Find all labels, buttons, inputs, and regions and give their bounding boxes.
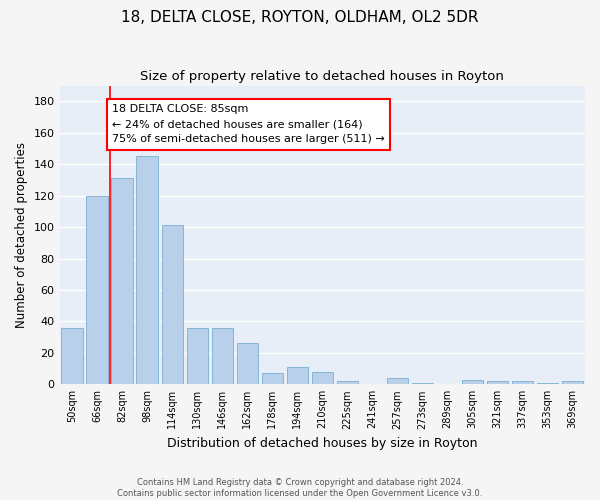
Bar: [212, 328, 233, 384]
Text: 18, DELTA CLOSE, ROYTON, OLDHAM, OL2 5DR: 18, DELTA CLOSE, ROYTON, OLDHAM, OL2 5DR: [121, 10, 479, 25]
Bar: [236, 344, 258, 384]
Bar: [262, 374, 283, 384]
Title: Size of property relative to detached houses in Royton: Size of property relative to detached ho…: [140, 70, 504, 83]
Bar: [512, 381, 533, 384]
Bar: [61, 328, 83, 384]
Text: 18 DELTA CLOSE: 85sqm
← 24% of detached houses are smaller (164)
75% of semi-det: 18 DELTA CLOSE: 85sqm ← 24% of detached …: [112, 104, 385, 144]
Text: Contains HM Land Registry data © Crown copyright and database right 2024.
Contai: Contains HM Land Registry data © Crown c…: [118, 478, 482, 498]
Bar: [112, 178, 133, 384]
Bar: [136, 156, 158, 384]
Bar: [287, 367, 308, 384]
Bar: [537, 382, 558, 384]
X-axis label: Distribution of detached houses by size in Royton: Distribution of detached houses by size …: [167, 437, 478, 450]
Bar: [337, 381, 358, 384]
Bar: [387, 378, 408, 384]
Bar: [562, 381, 583, 384]
Bar: [161, 226, 183, 384]
Bar: [187, 328, 208, 384]
Bar: [462, 380, 483, 384]
Bar: [412, 382, 433, 384]
Bar: [86, 196, 108, 384]
Bar: [311, 372, 333, 384]
Bar: [487, 381, 508, 384]
Y-axis label: Number of detached properties: Number of detached properties: [15, 142, 28, 328]
